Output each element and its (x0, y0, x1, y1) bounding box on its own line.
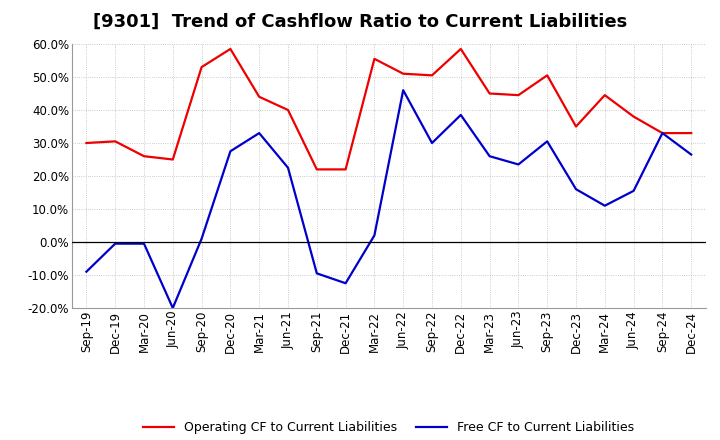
Operating CF to Current Liabilities (514, 92, 523, 98)
Operating CF to Current Liabilities (687, 130, 696, 136)
Operating CF to Current Liabilities (284, 107, 292, 113)
Operating CF to Current Liabilities (600, 92, 609, 98)
Operating CF to Current Liabilities (168, 157, 177, 162)
Free CF to Current Liabilities (197, 236, 206, 241)
Operating CF to Current Liabilities (341, 167, 350, 172)
Operating CF to Current Liabilities (370, 56, 379, 62)
Operating CF to Current Liabilities (428, 73, 436, 78)
Free CF to Current Liabilities (687, 152, 696, 157)
Free CF to Current Liabilities (514, 162, 523, 167)
Operating CF to Current Liabilities (312, 167, 321, 172)
Text: [9301]  Trend of Cashflow Ratio to Current Liabilities: [9301] Trend of Cashflow Ratio to Curren… (93, 13, 627, 31)
Operating CF to Current Liabilities (197, 64, 206, 70)
Free CF to Current Liabilities (111, 241, 120, 246)
Operating CF to Current Liabilities (255, 94, 264, 99)
Operating CF to Current Liabilities (399, 71, 408, 76)
Legend: Operating CF to Current Liabilities, Free CF to Current Liabilities: Operating CF to Current Liabilities, Fre… (138, 416, 639, 439)
Operating CF to Current Liabilities (543, 73, 552, 78)
Free CF to Current Liabilities (456, 112, 465, 117)
Operating CF to Current Liabilities (140, 154, 148, 159)
Free CF to Current Liabilities (658, 130, 667, 136)
Line: Free CF to Current Liabilities: Free CF to Current Liabilities (86, 90, 691, 308)
Free CF to Current Liabilities (341, 281, 350, 286)
Line: Operating CF to Current Liabilities: Operating CF to Current Liabilities (86, 49, 691, 169)
Free CF to Current Liabilities (226, 149, 235, 154)
Free CF to Current Liabilities (399, 88, 408, 93)
Free CF to Current Liabilities (312, 271, 321, 276)
Free CF to Current Liabilities (370, 233, 379, 238)
Free CF to Current Liabilities (168, 305, 177, 311)
Free CF to Current Liabilities (284, 165, 292, 170)
Operating CF to Current Liabilities (456, 46, 465, 51)
Operating CF to Current Liabilities (82, 140, 91, 146)
Free CF to Current Liabilities (485, 154, 494, 159)
Operating CF to Current Liabilities (658, 130, 667, 136)
Operating CF to Current Liabilities (629, 114, 638, 119)
Free CF to Current Liabilities (543, 139, 552, 144)
Free CF to Current Liabilities (82, 269, 91, 275)
Free CF to Current Liabilities (600, 203, 609, 209)
Free CF to Current Liabilities (572, 187, 580, 192)
Free CF to Current Liabilities (629, 188, 638, 194)
Free CF to Current Liabilities (255, 130, 264, 136)
Operating CF to Current Liabilities (226, 46, 235, 51)
Operating CF to Current Liabilities (111, 139, 120, 144)
Operating CF to Current Liabilities (572, 124, 580, 129)
Free CF to Current Liabilities (428, 140, 436, 146)
Free CF to Current Liabilities (140, 241, 148, 246)
Operating CF to Current Liabilities (485, 91, 494, 96)
